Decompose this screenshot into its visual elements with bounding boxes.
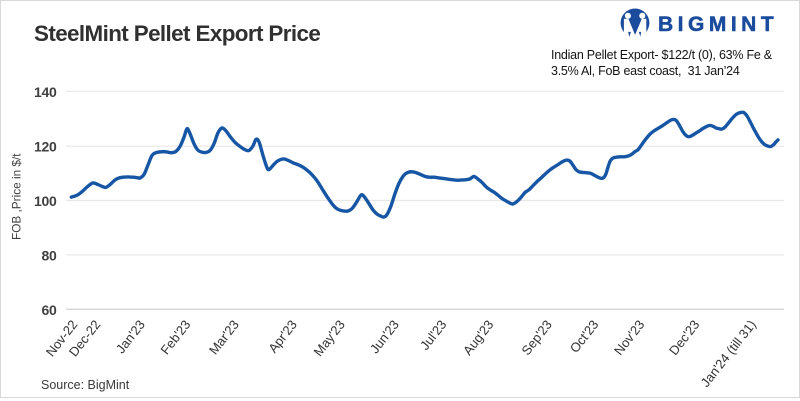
- svg-text:Jan'24 (till 31): Jan'24 (till 31): [698, 317, 759, 390]
- svg-text:Feb'23: Feb'23: [157, 317, 193, 357]
- svg-text:100: 100: [34, 193, 57, 209]
- svg-text:80: 80: [42, 247, 57, 263]
- svg-text:Oct'23: Oct'23: [567, 317, 602, 356]
- svg-text:Mar'23: Mar'23: [206, 317, 242, 357]
- svg-text:Jan'23: Jan'23: [113, 317, 148, 356]
- svg-text:Aug'23: Aug'23: [460, 317, 496, 358]
- svg-text:Jun'23: Jun'23: [367, 317, 402, 356]
- svg-text:FOB ,Price in $/t: FOB ,Price in $/t: [10, 153, 24, 240]
- svg-text:Sep'23: Sep'23: [518, 317, 554, 358]
- svg-text:Jul'23: Jul'23: [417, 317, 449, 353]
- svg-text:Nov'23: Nov'23: [611, 317, 647, 358]
- svg-text:60: 60: [42, 302, 57, 318]
- svg-text:Dec'23: Dec'23: [666, 317, 702, 358]
- svg-text:140: 140: [34, 84, 57, 100]
- svg-text:Apr'23: Apr'23: [265, 317, 300, 356]
- svg-text:May'23: May'23: [311, 317, 348, 359]
- svg-text:120: 120: [34, 138, 57, 154]
